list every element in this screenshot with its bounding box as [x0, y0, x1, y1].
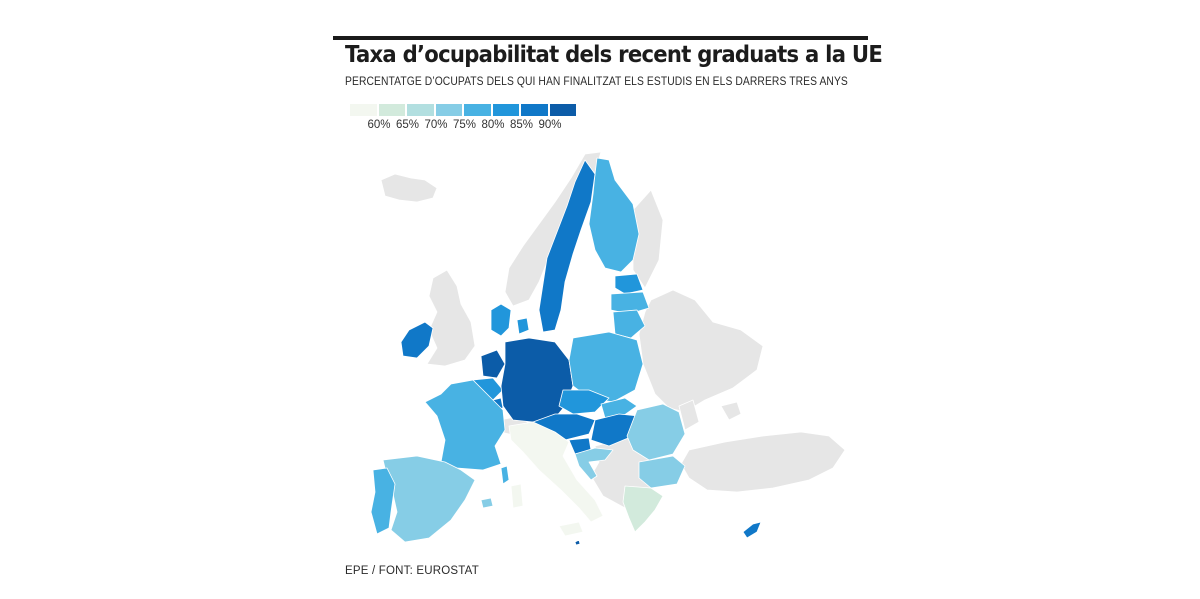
region-crimea	[720, 401, 742, 421]
country-greece[interactable]	[622, 485, 664, 533]
chart-subtitle: PERCENTATGE D’OCUPATS DELS QUI HAN FINAL…	[345, 74, 848, 88]
country-ireland[interactable]	[400, 321, 434, 359]
legend-swatch	[492, 104, 519, 116]
infographic: Taxa d’ocupabilitat dels recent graduats…	[333, 0, 883, 599]
region-belarus-ukraine-russia	[638, 289, 764, 413]
legend-swatch	[407, 104, 434, 116]
legend-swatch	[549, 104, 576, 116]
country-denmark[interactable]	[490, 303, 512, 337]
title-rule	[333, 36, 868, 40]
source-credit: EPE / FONT: EUROSTAT	[345, 565, 479, 577]
legend-label: 70%	[424, 119, 448, 131]
country-sicily[interactable]	[558, 521, 584, 537]
legend-label: 75%	[452, 119, 477, 131]
region-turkey	[680, 431, 846, 493]
legend-label: 65%	[395, 119, 420, 131]
legend-swatch	[378, 104, 405, 116]
country-denmark-islands[interactable]	[516, 317, 530, 335]
region-iceland	[380, 173, 438, 203]
country-corsica[interactable]	[500, 465, 510, 485]
country-france[interactable]	[424, 379, 506, 471]
region-moldova	[678, 399, 700, 431]
country-balearics[interactable]	[480, 497, 494, 509]
legend-swatch	[464, 104, 491, 116]
country-slovakia[interactable]	[600, 397, 638, 419]
country-italy[interactable]	[508, 421, 604, 523]
legend-swatch	[350, 104, 377, 116]
legend-swatch	[435, 104, 462, 116]
country-germany[interactable]	[500, 337, 574, 423]
region-russia-north	[632, 189, 664, 289]
chart-title: Taxa d’ocupabilitat dels recent graduats…	[345, 42, 883, 68]
country-spain[interactable]	[382, 455, 476, 543]
country-cyprus[interactable]	[742, 521, 762, 539]
legend-label: 90%	[538, 119, 562, 131]
eu-countries	[370, 157, 762, 546]
country-malta[interactable]	[574, 539, 581, 546]
country-poland[interactable]	[568, 331, 644, 403]
country-czechia[interactable]	[558, 389, 610, 415]
legend-labels: 60% 65% 70% 75% 80% 85% 90%	[350, 119, 590, 135]
country-sardinia[interactable]	[510, 483, 524, 509]
legend-label: 60%	[367, 119, 391, 131]
legend-label: 80%	[481, 119, 505, 131]
country-romania[interactable]	[626, 403, 686, 461]
country-finland[interactable]	[588, 157, 640, 273]
country-lithuania[interactable]	[612, 309, 646, 339]
legend-swatches	[350, 104, 590, 116]
country-netherlands[interactable]	[480, 349, 506, 379]
country-bulgaria[interactable]	[638, 455, 686, 489]
region-uk	[426, 269, 476, 367]
country-latvia[interactable]	[610, 291, 650, 315]
legend-swatch	[521, 104, 548, 116]
country-portugal[interactable]	[370, 467, 396, 535]
color-legend: 60% 65% 70% 75% 80% 85% 90%	[350, 104, 590, 135]
country-croatia[interactable]	[574, 447, 614, 481]
country-sweden[interactable]	[538, 159, 596, 333]
legend-label: 85%	[509, 119, 534, 131]
europe-map	[370, 151, 846, 546]
country-estonia[interactable]	[614, 273, 644, 295]
